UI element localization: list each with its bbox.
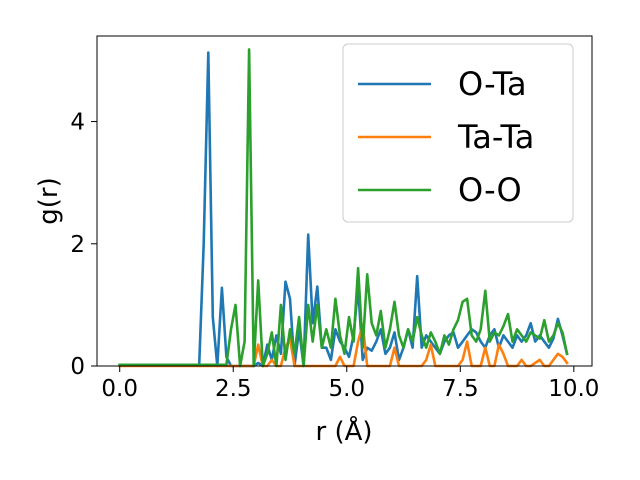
- y-axis: 0 2 4: [70, 110, 97, 380]
- x-tick-label: 10.0: [548, 376, 599, 402]
- y-tick-label: 0: [70, 354, 85, 380]
- series-line-o-ta: [118, 51, 569, 368]
- x-tick-label: 0.0: [101, 376, 138, 402]
- x-axis-label: r (Å): [315, 415, 372, 447]
- legend-label-ta-ta: Ta-Ta: [457, 118, 534, 156]
- x-axis: 0.0 2.5 5.0 7.5 10.0: [101, 366, 599, 402]
- y-tick-label: 2: [70, 232, 85, 258]
- y-axis-label: g(r): [34, 177, 64, 224]
- y-tick-label: 4: [70, 110, 85, 136]
- legend: O-Ta Ta-Ta O-O: [342, 43, 574, 223]
- legend-box: [342, 43, 574, 223]
- x-tick-label: 2.5: [215, 376, 252, 402]
- legend-label-o-ta: O-Ta: [458, 65, 527, 103]
- x-tick-label: 7.5: [442, 376, 479, 402]
- legend-label-o-o: O-O: [458, 171, 522, 209]
- x-tick-label: 5.0: [328, 376, 365, 402]
- series-line-o-o: [118, 48, 569, 368]
- plot-frame: [96, 35, 593, 367]
